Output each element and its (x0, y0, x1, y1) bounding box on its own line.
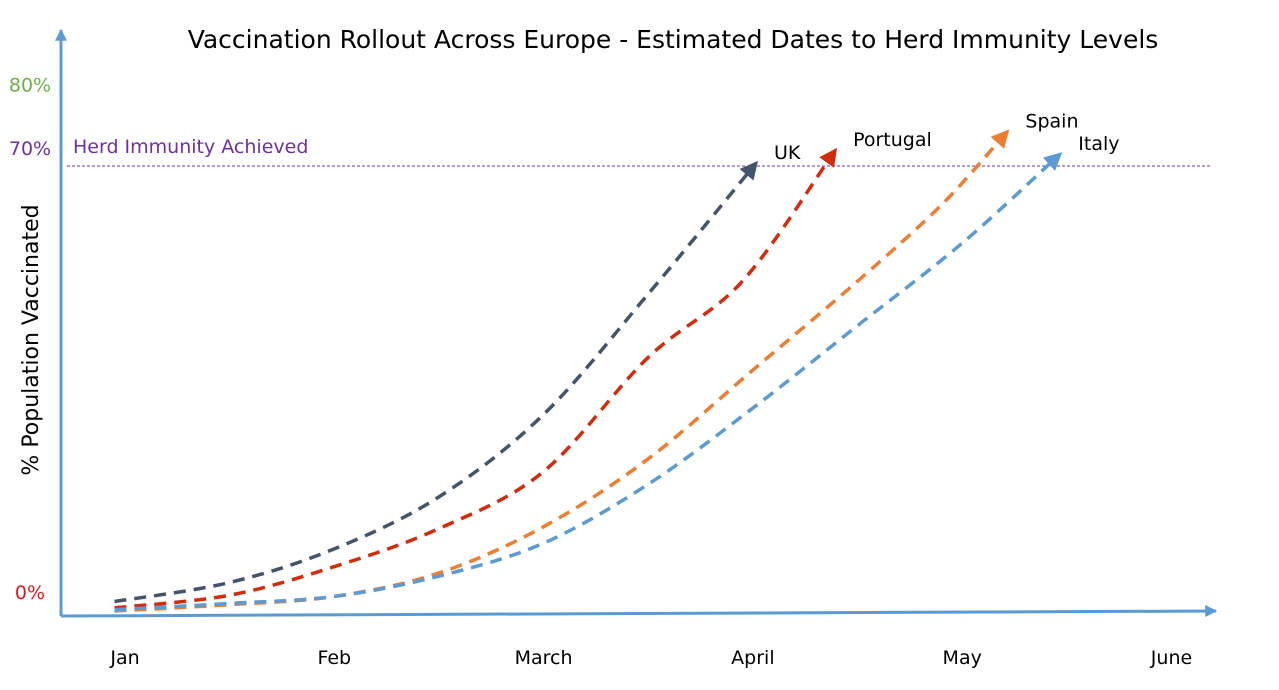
series-arrowhead-spain (990, 129, 1010, 149)
series-arrowhead-portugal (819, 147, 838, 168)
y-tick-label: 0% (15, 582, 45, 604)
series-label-italy: Italy (1078, 133, 1119, 155)
x-tick-label: April (731, 647, 774, 669)
x-axis (60, 605, 1218, 618)
series-label-portugal: Portugal (853, 129, 932, 151)
x-tick-label: June (1150, 647, 1192, 669)
reference-line-group: Herd Immunity Achieved (67, 136, 1210, 167)
series-arrowhead-italy (1042, 152, 1063, 171)
x-tick-label: March (515, 647, 573, 669)
series-label-uk: UK (774, 142, 801, 164)
y-axis-label: % Population Vaccinated (19, 204, 44, 475)
series-line-spain (114, 134, 1006, 613)
x-tick-label: Feb (317, 647, 351, 669)
series-arrowhead-uk (739, 160, 758, 181)
y-tick-label: 80% (9, 75, 51, 97)
chart-title: Vaccination Rollout Across Europe - Esti… (188, 25, 1159, 54)
axes: 0% 70% 80% Jan Feb March April May June (9, 28, 1218, 669)
y-tick-label: 70% (9, 138, 51, 160)
x-tick-label: Jan (109, 647, 139, 669)
series-line-portugal (114, 153, 834, 610)
series-line-italy (114, 156, 1058, 612)
series-line-uk (114, 165, 755, 604)
herd-immunity-label: Herd Immunity Achieved (73, 136, 308, 158)
series-label-spain: Spain (1025, 110, 1078, 132)
x-tick-label: May (943, 647, 982, 669)
series-group (114, 129, 1063, 613)
